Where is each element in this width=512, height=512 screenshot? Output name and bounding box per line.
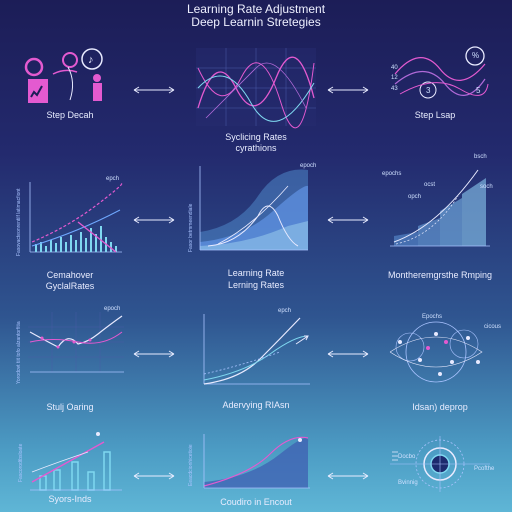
svg-text:♪: ♪ (88, 54, 94, 66)
double-arrow-icon (327, 472, 369, 480)
double-arrow-icon (133, 86, 175, 94)
sgdr-chart (28, 312, 124, 373)
double-arrow-icon (133, 472, 175, 480)
caption-lerning-rates: Lerning Rates (227, 280, 285, 290)
network-diagram (389, 321, 483, 383)
y-axis-label: Eeacdcionhicetioie (188, 444, 194, 486)
annotation-epochs: Epochs (422, 314, 443, 320)
caption-cemahover: Cemahover (46, 270, 94, 280)
annotation-opch: opch (408, 194, 422, 200)
step-lsap-chart (394, 46, 489, 99)
y-axis-label: Fasovacteonrentilf latimacfiont (16, 188, 22, 256)
annotation-bsch: bsch (474, 154, 487, 160)
annotation-epoch: epoch (104, 306, 121, 312)
double-arrow-icon (327, 86, 369, 94)
annotation-epch: epch (278, 308, 292, 314)
caption-cyclical-1: Syclicing Rates (225, 132, 287, 142)
caption-adervying: Adervying RIAsn (222, 400, 290, 410)
annotation-epoch: epoch (300, 163, 317, 169)
double-arrow-icon (133, 350, 175, 358)
learning-rate-area-chart (199, 166, 308, 251)
label-40: 40 (391, 65, 398, 71)
monotonic-ramping-chart (390, 169, 490, 247)
caption-stulj: Stulj Oaring (46, 402, 94, 412)
cosine-encout-chart (203, 434, 310, 489)
label-docbo: Docbo (398, 454, 416, 460)
annotation-cicous: cicous (484, 324, 502, 330)
double-arrow-icon (327, 350, 369, 358)
diagram-subtitle: Deep Learnin Stretegies (191, 15, 321, 29)
caption-learning-rate: Learning Rate (227, 268, 285, 278)
caption-gyclal: GyclalRates (45, 281, 95, 291)
caption-coudiro: Coudiro in Encout (220, 497, 292, 507)
adaptive-rate-chart (203, 314, 310, 385)
label-5: 5 (476, 86, 481, 95)
caption-cyclical-2: cyrathions (235, 143, 277, 153)
caption-syors: Syors-Inds (48, 494, 92, 504)
label-3: 3 (426, 86, 431, 95)
step-decay-illustration: ♪ (24, 48, 103, 103)
double-arrow-icon (133, 216, 175, 224)
label-12: 12 (391, 75, 398, 81)
cosine-cyclical-chart (29, 182, 123, 253)
caption-idsan: Idsan) deprop (412, 402, 468, 412)
caption-step-decay: Step Decah (46, 110, 94, 120)
y-axis-label: Fasor betmmeendiale (188, 203, 194, 252)
y-axis-label: Fascorodtbsloate (18, 443, 24, 482)
double-arrow-icon (327, 216, 369, 224)
caption-step-lsap: Step Lsap (414, 110, 456, 120)
annotation-ocst: ocst (424, 182, 436, 188)
y-axis-label: Yorodovt tiit tofo alzantorfitia (16, 321, 22, 384)
label-pcofthe: Pcofthe (474, 466, 495, 472)
label-bvinnig: Bvinnig (398, 480, 418, 486)
annotation-soch: soch (480, 184, 493, 190)
annotation-epochs: epochs (382, 171, 402, 177)
label-pct: % (472, 51, 480, 60)
caption-monotonic: Montheremgrsthe Rmping (387, 270, 493, 280)
label-43: 43 (391, 86, 398, 92)
annotation-epch: epch (106, 176, 120, 182)
cyclical-rates-chart (196, 48, 316, 129)
target-dial-diagram (390, 436, 490, 492)
step-bars-chart (30, 432, 122, 491)
diagram-title: Learning Rate Adjustment (186, 2, 326, 16)
